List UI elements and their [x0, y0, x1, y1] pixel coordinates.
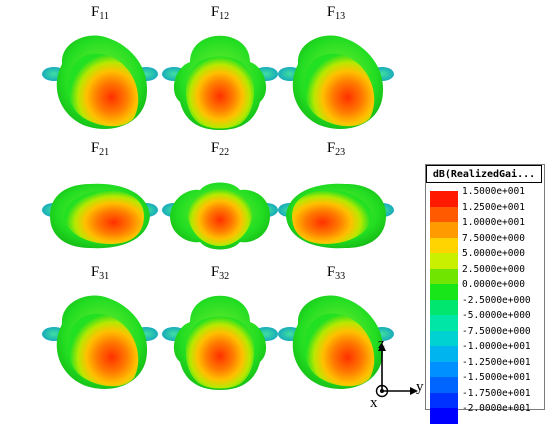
legend-swatch [430, 237, 458, 253]
label-base: F [90, 264, 100, 280]
legend-swatch [430, 253, 458, 269]
label-sub: 21 [99, 147, 110, 158]
legend-value: -7.5000e+000 [462, 325, 531, 337]
pattern-label: F12 [160, 4, 280, 25]
radiation-pattern-3d [278, 295, 394, 389]
legend-swatch [430, 206, 458, 222]
pattern-cell-f33: F33 [276, 264, 396, 394]
coordinate-axes: z y x [360, 335, 430, 415]
legend-value: -1.7500e+001 [462, 387, 531, 399]
axis-label-y: y [416, 379, 424, 395]
legend-value: 2.5000e+000 [462, 263, 525, 275]
legend-swatch [430, 377, 458, 393]
legend-title: dB(RealizedGai... [426, 165, 542, 183]
label-sub: 31 [99, 271, 110, 282]
legend-value: 1.0000e+001 [462, 217, 525, 228]
axes-arrows [375, 343, 418, 398]
legend-swatch [430, 268, 458, 284]
radiation-pattern-3d [162, 295, 278, 390]
label-base: F [326, 140, 336, 156]
pattern-label: F23 [276, 140, 396, 161]
pattern-label: F11 [40, 4, 160, 25]
label-base: F [326, 264, 336, 280]
legend-value: -2.0000e+001 [462, 403, 531, 414]
pattern-cell-f23: F23 [276, 140, 396, 270]
radiation-pattern-3d [42, 183, 158, 249]
color-scale-legend: dB(RealizedGai... 1.5000e+001 1.2500e+001… [425, 164, 545, 424]
axis-label-x: x [370, 395, 378, 411]
legend-swatch [430, 361, 458, 377]
radiation-pattern-3d [162, 182, 278, 250]
legend-swatches [430, 191, 458, 424]
pattern-label: F22 [160, 140, 280, 161]
pattern-label: F32 [160, 264, 280, 285]
pattern-cell-f32: F32 [160, 264, 280, 394]
legend-labels: 1.5000e+001 1.2500e+001 1.0000e+001 7.5000e… [462, 184, 542, 417]
label-base: F [210, 140, 220, 156]
legend-value: -5.0000e+000 [462, 310, 531, 321]
legend-swatch [430, 191, 458, 207]
pattern-cell-f31: F31 [40, 264, 160, 394]
axis-label-z: z [378, 336, 385, 352]
legend-value: -1.5000e+001 [462, 372, 531, 383]
radiation-pattern-3d [42, 35, 158, 129]
pattern-cell-f11: F11 [40, 4, 160, 134]
radiation-pattern-3d [278, 183, 394, 249]
label-base: F [210, 264, 220, 280]
legend-swatch [430, 299, 458, 315]
label-base: F [91, 4, 100, 20]
label-sub: 33 [335, 271, 346, 282]
pattern-cell-f13: F13 [276, 4, 396, 134]
legend-value: -1.0000e+001 [462, 341, 531, 352]
legend-swatch [430, 284, 458, 300]
pattern-label: F13 [276, 4, 396, 25]
legend-value: 7.5000e+000 [462, 232, 525, 244]
label-sub: 32 [219, 271, 230, 282]
legend-value: 1.2500e+001 [462, 201, 525, 213]
label-sub: 23 [335, 147, 346, 158]
label-base: F [210, 4, 220, 20]
label-sub: 12 [219, 11, 230, 22]
pattern-label: F33 [276, 264, 396, 285]
legend-swatch [430, 222, 458, 238]
legend-swatch [430, 315, 458, 331]
radiation-pattern-3d [278, 35, 394, 129]
legend-swatch [430, 408, 458, 424]
label-sub: 11 [99, 11, 109, 22]
label-sub: 22 [219, 147, 230, 158]
pattern-cell-f21: F21 [40, 140, 160, 270]
legend-swatch [430, 330, 458, 346]
legend-value: 5.0000e+000 [462, 248, 525, 259]
pattern-label: F31 [40, 264, 160, 285]
pattern-label: F21 [40, 140, 160, 161]
label-sub: 13 [335, 11, 346, 22]
legend-value: -2.5000e+000 [462, 294, 531, 306]
radiation-pattern-3d [42, 295, 158, 389]
legend-value: -1.2500e+001 [462, 356, 531, 368]
radiation-pattern-3d [162, 35, 278, 130]
pattern-cell-f12: F12 [160, 4, 280, 134]
legend-swatch [430, 346, 458, 362]
pattern-cell-f22: F22 [160, 140, 280, 270]
legend-value: 0.0000e+000 [462, 279, 525, 290]
legend-swatch [430, 392, 458, 408]
label-base: F [90, 140, 100, 156]
legend-value: 1.5000e+001 [462, 186, 525, 197]
label-base: F [326, 4, 336, 20]
